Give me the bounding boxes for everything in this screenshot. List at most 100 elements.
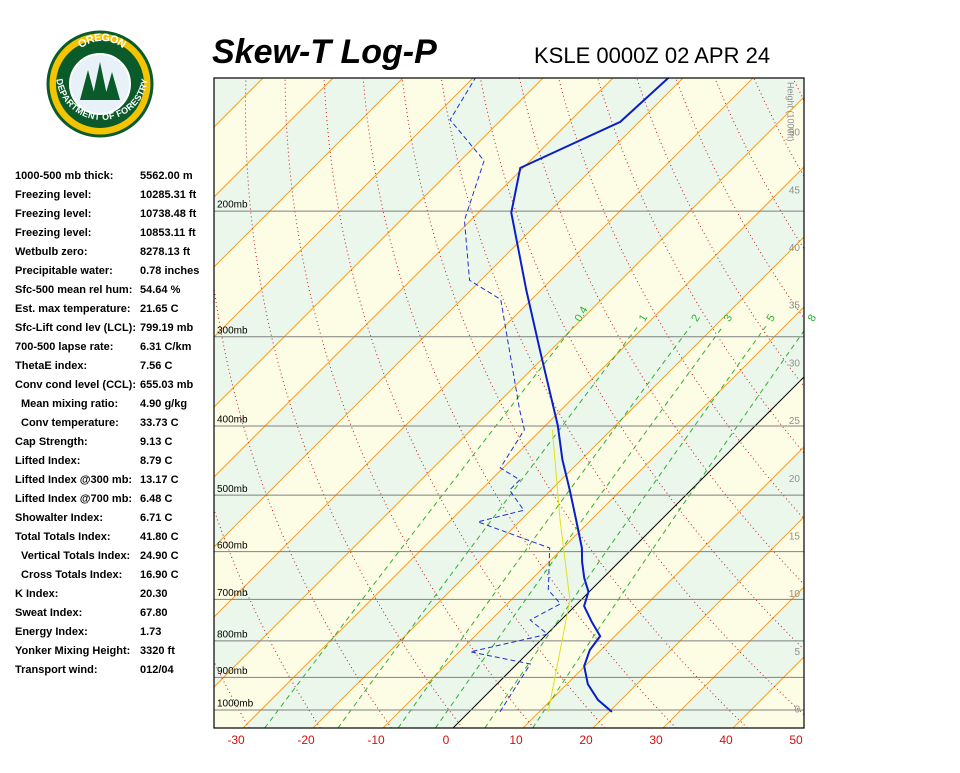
- height-tick-label: 50: [789, 128, 801, 139]
- isotherm: [214, 96, 804, 688]
- isotherm: [312, 236, 804, 728]
- station: KSLE 0000Z 02 APR 24: [534, 43, 770, 68]
- mixing-ratio-line: [337, 325, 639, 728]
- dry-adiabat: [323, 78, 606, 728]
- index-label: Precipitable water:: [15, 265, 113, 277]
- height-axis-label: Height (1000ft): [786, 82, 796, 142]
- index-value: 799.19 mb: [140, 322, 193, 334]
- stripe: [803, 727, 804, 728]
- index-label: Conv temperature:: [21, 417, 119, 429]
- isotherm: [214, 78, 684, 548]
- index-value: 21.65 C: [140, 303, 179, 315]
- labels: 0.4 1 2 3 5 8200mb300mb400mb500mb600mb700mb80…: [217, 82, 819, 747]
- index-label: Conv cond level (CCL):: [15, 379, 136, 391]
- index-value: 13.17 C: [140, 474, 179, 486]
- pressure-label: 800mb: [217, 629, 248, 640]
- index-value: 0.78 inches: [140, 265, 199, 277]
- pressure-label: 900mb: [217, 666, 248, 677]
- index-label: Yonker Mixing Height:: [15, 645, 130, 657]
- index-label: Freezing level:: [15, 189, 91, 201]
- index-label: Lifted Index @700 mb:: [15, 493, 132, 505]
- mixing-ratio-label: 5: [764, 313, 777, 324]
- dry-adiabat: [245, 78, 464, 728]
- sounding-2: [547, 429, 571, 712]
- index-label: Est. max temperature:: [15, 303, 131, 315]
- x-tick-label: 0: [443, 733, 450, 747]
- diagram-background: [214, 78, 960, 729]
- x-tick-label: -10: [367, 733, 385, 747]
- isotherm: [662, 586, 804, 728]
- title: Skew-T Log-P: [212, 33, 437, 71]
- pressure-label: 500mb: [217, 484, 248, 495]
- x-tick-label: 50: [789, 733, 803, 747]
- sounding-0: [510, 78, 670, 713]
- index-value: 012/04: [140, 664, 175, 676]
- index-value: 7.56 C: [140, 360, 172, 372]
- index-value: 3320 ft: [140, 645, 175, 657]
- indices: 1000-500 mb thick: 5562.00 m Freezing leve…: [15, 170, 199, 676]
- mixing-ratio-line: [435, 325, 724, 728]
- mixing-ratio-line: [532, 329, 804, 728]
- index-label: ThetaE index:: [15, 360, 87, 372]
- index-value: 10738.48 ft: [140, 208, 197, 220]
- x-tick-label: 20: [579, 733, 593, 747]
- index-value: 16.90 C: [140, 569, 179, 581]
- mixing-ratio-line: [264, 325, 574, 728]
- dry-adiabat: [401, 78, 748, 728]
- x-tick-label: 40: [719, 733, 733, 747]
- x-tick-label: 10: [509, 733, 523, 747]
- index-label: Showalter Index:: [15, 512, 103, 524]
- mixing-ratio-line: [397, 325, 691, 728]
- index-value: 1.73: [140, 626, 161, 638]
- x-tick-label: -30: [227, 733, 245, 747]
- height-tick-label: 10: [789, 589, 801, 600]
- logo: OREGON DEPARTMENT OF FORESTRY: [46, 30, 154, 138]
- index-label: Vertical Totals Index:: [21, 550, 130, 562]
- dry-adiabat: [792, 78, 804, 102]
- sounding-1: [449, 78, 562, 713]
- isotherm: [214, 78, 614, 478]
- mixing-ratio-label: 1: [637, 313, 650, 324]
- index-label: Mean mixing ratio:: [21, 398, 118, 410]
- index-value: 24.90 C: [140, 550, 179, 562]
- height-tick-label: 45: [789, 185, 801, 196]
- index-label: Sweat Index:: [15, 607, 82, 619]
- index-value: 4.90 g/kg: [140, 398, 187, 410]
- height-tick-label: 20: [789, 474, 801, 485]
- mixing-ratio-label: 8: [806, 313, 819, 324]
- index-value: 5562.00 m: [140, 170, 193, 182]
- index-value: 6.71 C: [140, 512, 172, 524]
- index-label: Freezing level:: [15, 227, 91, 239]
- height-tick-label: 0: [794, 705, 800, 716]
- index-label: Transport wind:: [15, 664, 98, 676]
- isotherm: [522, 446, 804, 728]
- height-tick-label: 15: [789, 532, 801, 543]
- mixing-ratio-label: 3: [722, 313, 735, 324]
- dry-adiabat: [910, 78, 960, 729]
- height-tick-label: 35: [789, 301, 801, 312]
- isotherm: [214, 78, 334, 198]
- index-value: 54.64 %: [140, 284, 181, 296]
- index-label: Sfc-Lift cond lev (LCL):: [15, 322, 136, 334]
- isotherm: [214, 78, 474, 338]
- index-value: 655.03 mb: [140, 379, 193, 391]
- diagram-lines: [214, 78, 804, 713]
- mixing-ratio-line: [484, 325, 767, 728]
- isotherm: [214, 78, 404, 268]
- height-tick-label: 5: [794, 647, 800, 658]
- index-label: Lifted Index:: [15, 455, 80, 467]
- pressure-label: 600mb: [217, 540, 248, 551]
- index-label: Lifted Index @300 mb:: [15, 474, 132, 486]
- pressure-label: 1000mb: [217, 699, 254, 710]
- index-value: 8.79 C: [140, 455, 172, 467]
- height-tick-label: 25: [789, 416, 801, 427]
- x-tick-label: 30: [649, 733, 663, 747]
- isotherm: [802, 726, 804, 728]
- dry-adiabat: [871, 78, 960, 729]
- index-value: 33.73 C: [140, 417, 179, 429]
- zero-isotherm: [452, 376, 804, 728]
- index-value: 9.13 C: [140, 436, 172, 448]
- isotherm: [592, 516, 804, 728]
- pressure-label: 700mb: [217, 588, 248, 599]
